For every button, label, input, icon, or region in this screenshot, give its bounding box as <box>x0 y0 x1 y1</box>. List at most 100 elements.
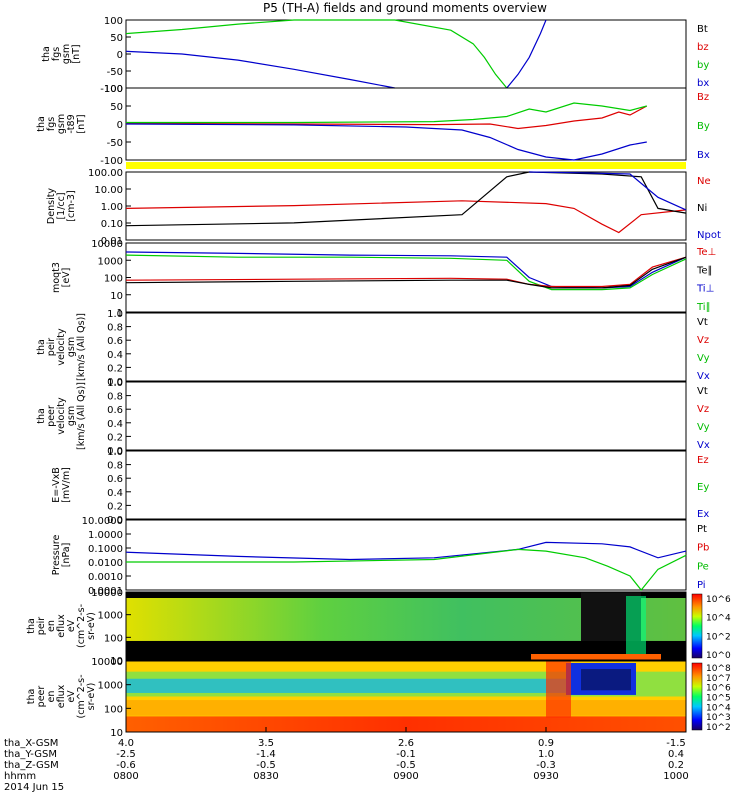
y-tick-label: 0 <box>117 120 123 131</box>
y-axis-label-line: eV <box>66 690 77 703</box>
legend-entry: Vy <box>697 422 710 433</box>
y-tick-label: 0 <box>117 50 123 61</box>
legend-entry: Ne <box>697 176 711 187</box>
y-axis-label-line: [nT] <box>71 44 82 63</box>
y-axis-label-line: tha <box>26 689 37 705</box>
y-tick-label: 0.1000 <box>88 544 123 555</box>
legend-entry: Ez <box>697 455 709 466</box>
colorbar-tick-label: 10^4 <box>706 614 731 624</box>
legend-entry: Pi <box>697 580 706 591</box>
legend-entry: Npot <box>697 230 721 241</box>
y-tick-label: 1.0000 <box>88 530 123 541</box>
y-tick-label: 50 <box>110 102 123 113</box>
footer-tick-label: 1000 <box>663 771 688 782</box>
spectrogram-band <box>581 669 631 691</box>
spectrogram-band <box>626 596 646 656</box>
footer-axis: tha_X-GSM 4.0 3.5 2.6 0.9 -1.5 tha_Y-GSM… <box>4 738 689 793</box>
y-tick-label: 1.0 <box>107 378 123 389</box>
spectrogram-band <box>126 700 686 716</box>
y-axis-label: tha peir en eflux eV (cm^2-s-sr-eV) <box>26 604 97 648</box>
y-tick-label: 0.8 <box>107 323 123 334</box>
y-tick-label: 10.00 <box>94 185 123 196</box>
y-tick-label: 1000 <box>98 256 123 267</box>
panel-8: 10000 1000 100 10 tha peir en eflux eV (cm^2-s-sr… <box>26 588 731 667</box>
y-axis-label: E=-VxB [mV/m] <box>51 467 72 503</box>
footer-tick-label: -0.5 <box>396 760 416 771</box>
footer-tick-label: 3.5 <box>258 738 274 749</box>
figure-title: P5 (TH-A) fields and ground moments over… <box>263 1 547 15</box>
panel-7: 10.0000 1.0000 0.1000 0.0100 0.0010 0.0001 Pre… <box>51 516 709 597</box>
footer-row-0: tha_X-GSM 4.0 3.5 2.6 0.9 -1.5 <box>4 738 686 749</box>
panel-frame <box>125 19 687 89</box>
y-tick-label: 0.4 <box>107 350 123 361</box>
y-tick-label: 10 <box>110 291 123 302</box>
y-axis-label-line: en <box>46 691 57 703</box>
y-tick-label: 0.0 <box>107 446 123 457</box>
y-axis-label: tha peer velocity gsm [km/s (All Qs)] <box>36 382 87 450</box>
spectrogram-band <box>126 678 566 693</box>
y-tick-label: 0.6 <box>107 405 123 416</box>
y-axis-label-line: tha <box>26 618 37 634</box>
footer-tick-label: -0.5 <box>256 760 276 771</box>
series-line-Te⊥ <box>125 256 687 288</box>
y-axis-label-line: sr-eV) <box>86 683 97 711</box>
y-tick-label: 10000 <box>91 239 123 250</box>
y-tick-label: 0.4 <box>107 488 123 499</box>
y-axis-label: Pressure [nPa] <box>51 535 72 576</box>
y-tick-label: 0.01 <box>101 236 123 247</box>
legend-entry: Ti⊥ <box>696 284 714 295</box>
y-axis-label-line: [nT] <box>76 114 87 133</box>
legend-entry: Vz <box>697 335 709 346</box>
series-line-Ti⊥ <box>125 251 687 289</box>
footer-tick-label: 0800 <box>113 771 138 782</box>
y-tick-label: 1000 <box>98 611 123 622</box>
y-axis-label-line: [km/s (All Qs)] <box>76 313 87 381</box>
y-tick-label: 100 <box>104 633 123 644</box>
legend-entry: Bx <box>697 150 710 161</box>
y-axis-label-line: sr-eV) <box>86 612 97 640</box>
colorbar <box>691 662 703 731</box>
footer-row-3: hhmm 0800 0830 0900 0930 1000 <box>4 771 689 782</box>
y-axis-label-line: tha <box>41 46 52 62</box>
y-tick-label: 0.8 <box>107 392 123 403</box>
y-tick-label: 0.2 <box>107 363 123 374</box>
y-tick-label: 0.4 <box>107 419 123 430</box>
colorbar-tick-label: 10^3 <box>706 713 731 723</box>
legend-entry: Vy <box>697 353 710 364</box>
series-line-Ni <box>125 171 687 227</box>
footer-tick-label: 0.4 <box>668 749 684 760</box>
y-axis-label-line: E=-VxB <box>51 467 62 502</box>
separator-band <box>126 162 686 169</box>
y-tick-label: -50 <box>107 138 123 149</box>
y-axis-label-line: fgs <box>51 47 62 61</box>
y-tick-label: 10000 <box>91 588 123 599</box>
y-tick-label: 1000 <box>98 681 123 692</box>
legend-entry: Ni <box>697 203 707 214</box>
y-axis-label: tha peir velocity gsm [km/s (All Qs)] <box>36 313 87 381</box>
legend-entry: bz <box>697 42 709 53</box>
y-axis-label-line: [nPa] <box>61 543 72 568</box>
y-axis-label: moqt3 [eV] <box>51 262 72 293</box>
y-axis-label-line: gsm <box>66 406 77 426</box>
footer-tick-label: -0.6 <box>116 760 136 771</box>
footer-row-label: tha_Y-GSM <box>4 749 57 760</box>
y-axis-label-line: velocity <box>56 328 67 366</box>
y-axis-label-line: peer <box>46 405 57 427</box>
footer-tick-label: 4.0 <box>118 738 134 749</box>
colorbar-tick-label: 10^6 <box>706 595 731 605</box>
footer-row-2: tha_Z-GSM -0.6 -0.5 -0.5 -0.3 0.2 <box>4 760 684 771</box>
legend-entry: Ey <box>697 482 709 493</box>
legend-entry: Vt <box>697 317 708 328</box>
y-tick-label: 0.0 <box>107 377 123 388</box>
panel-frame <box>125 381 687 451</box>
panel-3: 10000 1000 100 10 1 moqt3 [eV] Te⊥ Te∥ Ti⊥ Ti∥ <box>51 239 716 319</box>
colorbar-tick-label: 10^2 <box>706 632 731 642</box>
y-axis-label-line: peir <box>46 338 57 357</box>
y-tick-label: 50 <box>110 33 123 44</box>
y-axis-label-line: en <box>46 620 57 632</box>
y-axis-label-line: [cm-3] <box>66 190 77 221</box>
spectrogram-band <box>126 592 686 598</box>
y-axis-label: tha fgs gsm [nT] <box>41 44 82 64</box>
footer-tick-label: 0.2 <box>668 760 684 771</box>
